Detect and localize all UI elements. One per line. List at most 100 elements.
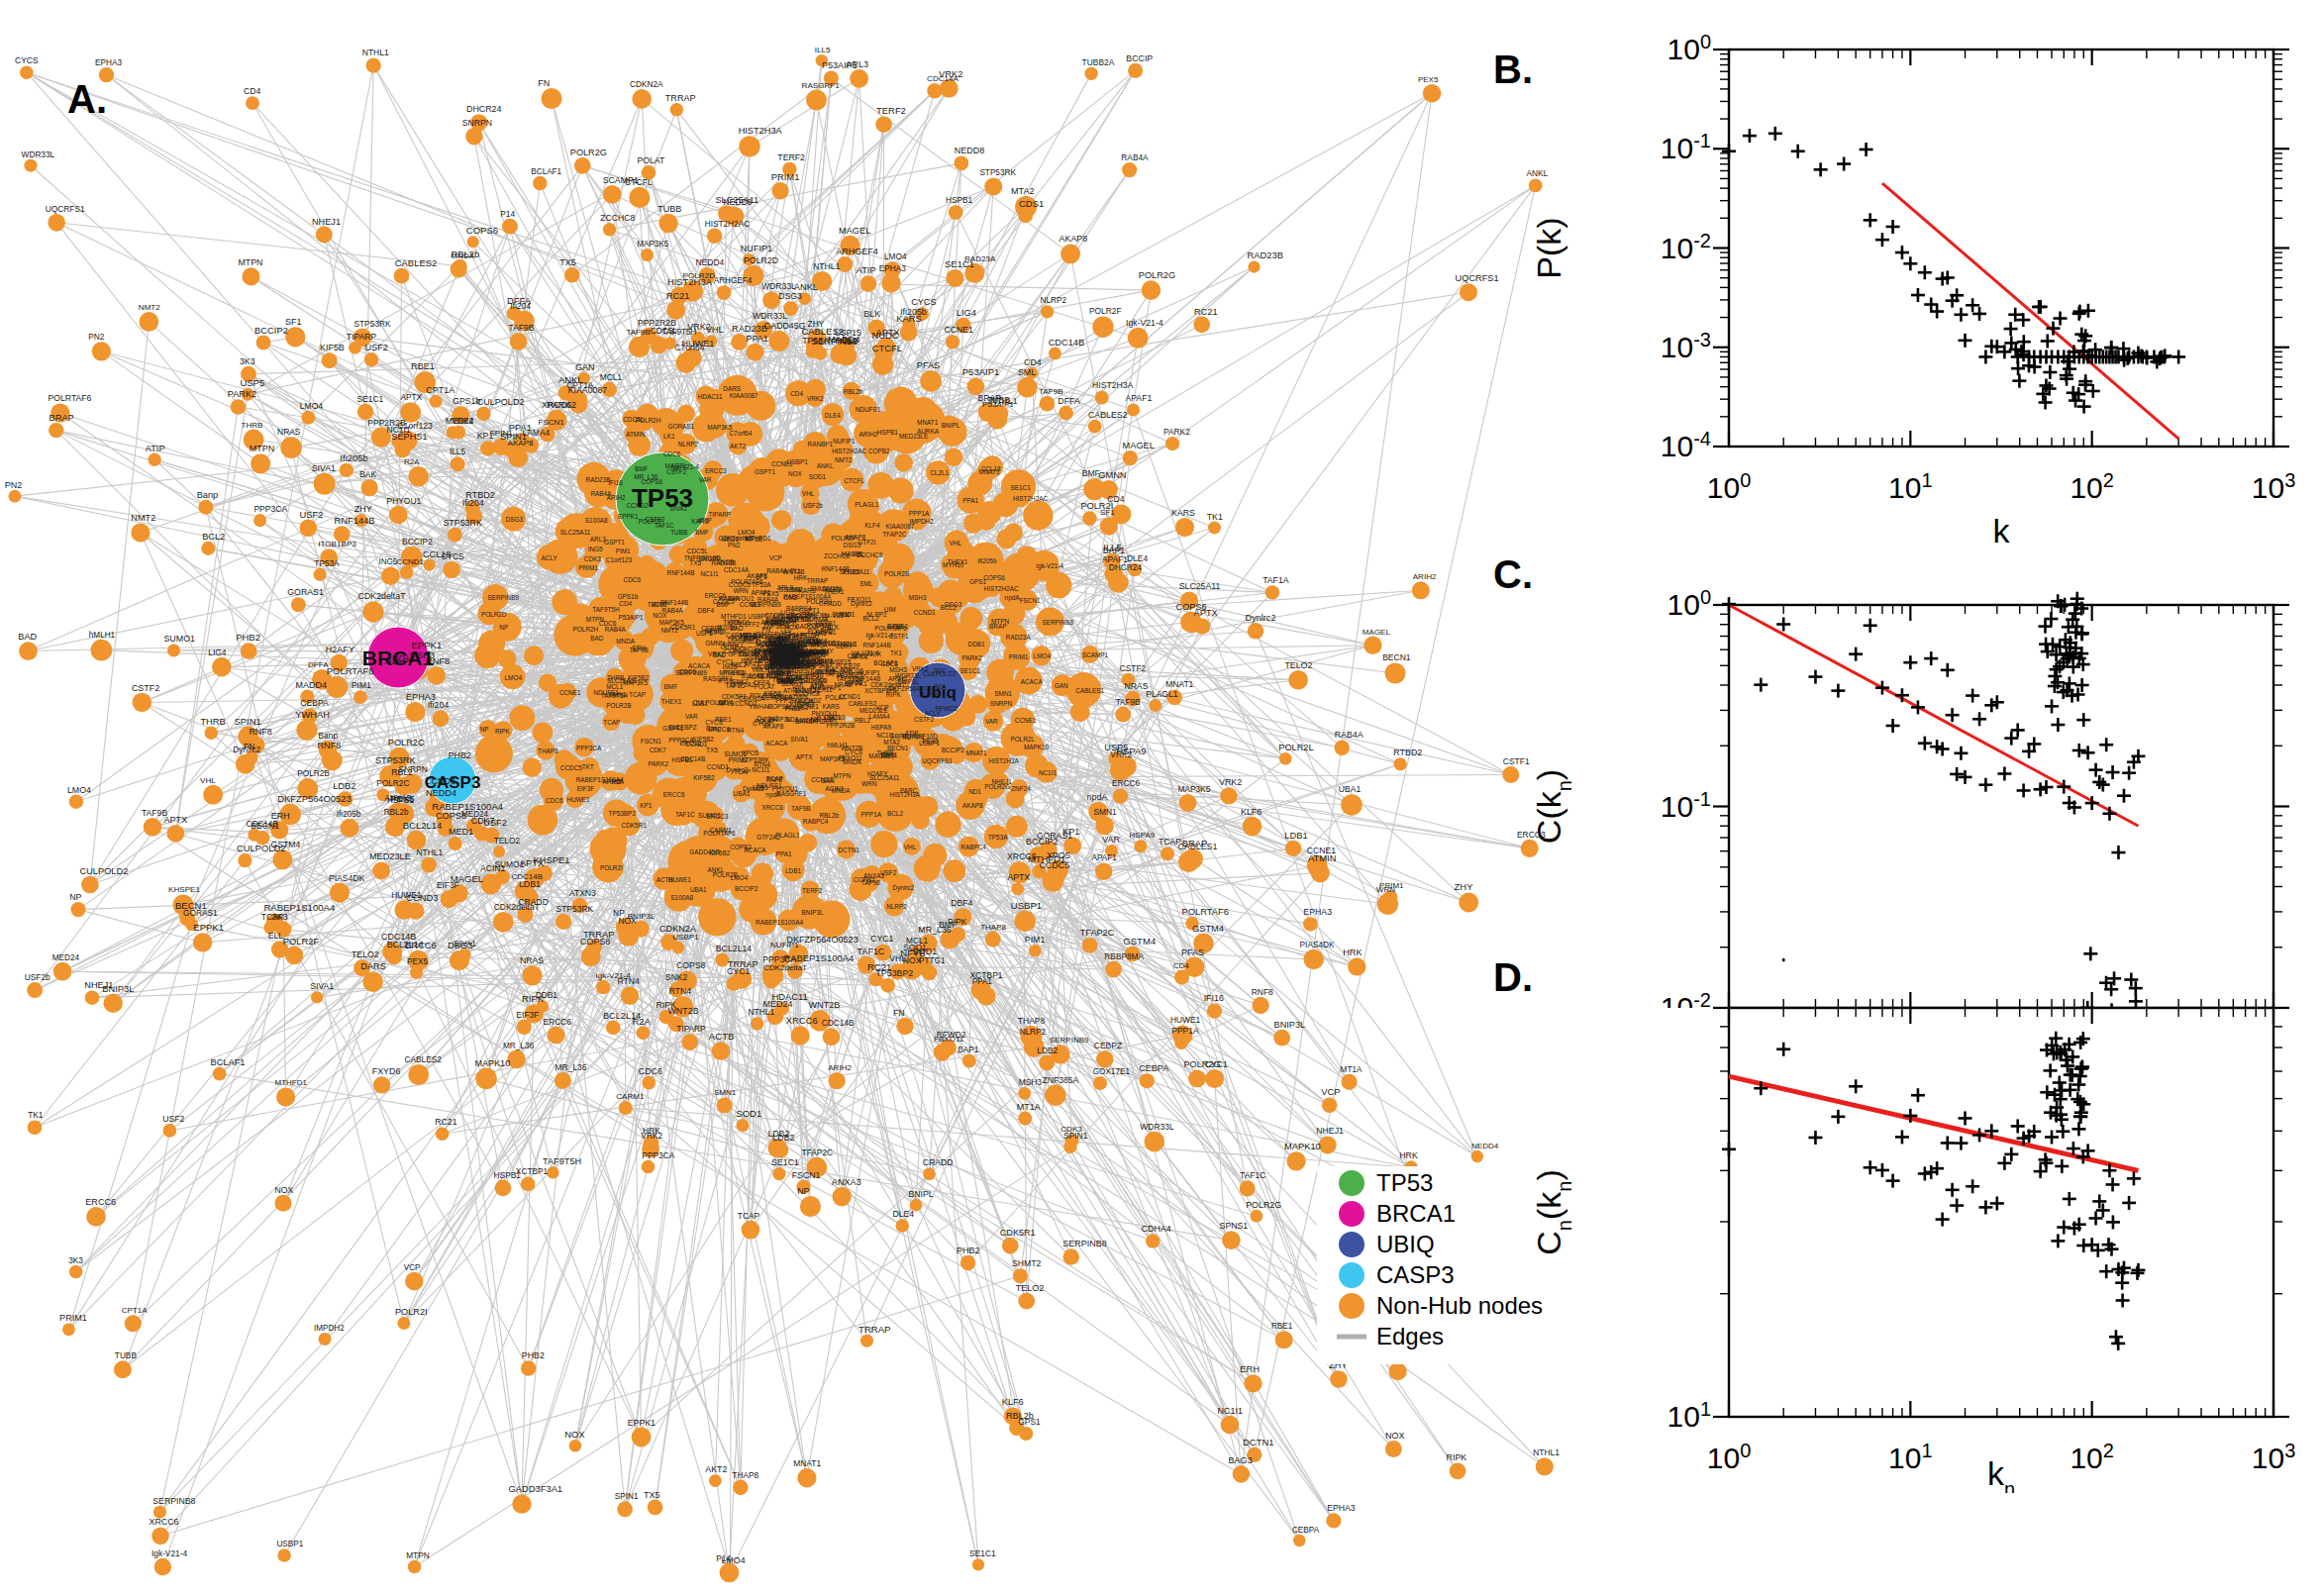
svg-text:Igk-V21-4: Igk-V21-4 xyxy=(1126,318,1163,328)
svg-text:PIM1: PIM1 xyxy=(352,680,371,690)
svg-text:BMF: BMF xyxy=(695,529,709,536)
svg-text:THAP8: THAP8 xyxy=(732,1470,758,1480)
svg-text:SPIN1: SPIN1 xyxy=(234,716,260,727)
svg-text:MTHFD1: MTHFD1 xyxy=(719,669,745,676)
svg-text:NOX: NOX xyxy=(719,699,734,706)
svg-text:CSTF2: CSTF2 xyxy=(1120,663,1147,673)
svg-text:CSTF1: CSTF1 xyxy=(888,633,909,640)
svg-text:VAR: VAR xyxy=(685,713,698,720)
svg-text:ND1: ND1 xyxy=(786,716,799,723)
svg-text:CDC6: CDC6 xyxy=(546,797,563,804)
svg-text:TCAP: TCAP xyxy=(734,768,751,775)
svg-text:SUMO1: SUMO1 xyxy=(698,812,721,819)
svg-text:CYCS: CYCS xyxy=(15,55,39,65)
svg-text:HIST2H3A: HIST2H3A xyxy=(739,126,783,136)
svg-text:CABLES2: CABLES2 xyxy=(405,1054,443,1064)
svg-text:CABLES1: CABLES1 xyxy=(1177,842,1217,851)
svg-text:DLE4: DLE4 xyxy=(825,412,841,419)
svg-text:CCND1: CCND1 xyxy=(707,763,729,770)
svg-text:SERPINB8: SERPINB8 xyxy=(152,1496,195,1506)
svg-text:HSPA9: HSPA9 xyxy=(1116,746,1146,756)
svg-text:CDC6: CDC6 xyxy=(639,1066,662,1076)
svg-text:ERCC6: ERCC6 xyxy=(663,791,685,798)
svg-text:Banp: Banp xyxy=(318,731,338,741)
svg-text:DSG3: DSG3 xyxy=(728,637,746,644)
svg-text:DARS: DARS xyxy=(360,961,385,971)
svg-text:HIST2H3A: HIST2H3A xyxy=(988,757,1019,764)
svg-text:CDC14A: CDC14A xyxy=(724,566,750,573)
svg-text:RAB4A: RAB4A xyxy=(605,626,627,633)
svg-text:CD4: CD4 xyxy=(1024,357,1042,367)
svg-text:POLR2D: POLR2D xyxy=(481,611,507,618)
svg-text:LMO4: LMO4 xyxy=(884,252,907,261)
svg-text:EIF3F: EIF3F xyxy=(437,880,459,890)
svg-text:BCLAF1: BCLAF1 xyxy=(531,167,561,176)
svg-text:ATMIN: ATMIN xyxy=(1308,853,1336,863)
svg-text:BRAP: BRAP xyxy=(50,413,74,423)
svg-text:COPS8: COPS8 xyxy=(676,960,706,970)
svg-text:RASGRF1: RASGRF1 xyxy=(802,81,841,90)
svg-text:KIF5B2: KIF5B2 xyxy=(693,774,715,781)
svg-text:POLR2D: POLR2D xyxy=(744,255,778,265)
svg-text:SPIN1: SPIN1 xyxy=(615,1492,639,1501)
svg-text:NOX: NOX xyxy=(903,955,922,965)
svg-text:MED23LE: MED23LE xyxy=(369,851,411,861)
svg-text:USF2: USF2 xyxy=(299,510,323,520)
svg-text:NEDD4: NEDD4 xyxy=(695,257,724,267)
svg-text:BMF: BMF xyxy=(1082,468,1100,478)
svg-text:MAP3K5: MAP3K5 xyxy=(637,240,669,249)
svg-text:TAF9T5H: TAF9T5H xyxy=(543,1156,581,1166)
svg-text:ERCC6: ERCC6 xyxy=(543,1017,571,1027)
svg-text:NMT2: NMT2 xyxy=(835,456,853,463)
svg-text:TAF1A: TAF1A xyxy=(1262,575,1289,585)
svg-text:POLR2C: POLR2C xyxy=(388,738,425,748)
svg-text:PEX5: PEX5 xyxy=(923,738,940,745)
svg-text:TRRAP: TRRAP xyxy=(858,1324,890,1335)
svg-text:SML: SML xyxy=(859,580,873,587)
svg-text:CSTF2: CSTF2 xyxy=(666,468,687,475)
svg-text:USF2: USF2 xyxy=(162,1114,184,1124)
svg-text:POLR2G: POLR2G xyxy=(1139,270,1175,280)
svg-text:SHMT2: SHMT2 xyxy=(1012,1258,1042,1268)
svg-text:CRADD: CRADD xyxy=(923,1157,954,1167)
svg-text:RBL2: RBL2 xyxy=(855,717,870,724)
svg-text:ERCC3: ERCC3 xyxy=(705,467,727,474)
svg-text:GPS1b: GPS1b xyxy=(453,396,480,406)
svg-text:KP1: KP1 xyxy=(477,431,494,441)
svg-text:ATXN3: ATXN3 xyxy=(569,888,596,898)
svg-text:ATIP: ATIP xyxy=(810,682,824,689)
svg-text:GMNN: GMNN xyxy=(1098,470,1126,480)
svg-text:CDK7: CDK7 xyxy=(650,747,666,753)
svg-text:KLF4: KLF4 xyxy=(864,522,880,529)
svg-text:CSTF2: CSTF2 xyxy=(132,683,159,693)
svg-text:ANKL: ANKL xyxy=(794,282,818,292)
svg-text:MSH3: MSH3 xyxy=(889,666,907,673)
svg-text:NP: NP xyxy=(613,908,625,918)
svg-text:PIM1: PIM1 xyxy=(616,548,631,554)
svg-text:PPA1: PPA1 xyxy=(962,497,978,504)
svg-text:COPS6: COPS6 xyxy=(1176,602,1207,612)
svg-text:POLR2G: POLR2G xyxy=(984,783,1010,790)
svg-text:HIST2H3A: HIST2H3A xyxy=(667,276,713,287)
svg-text:CL2L1: CL2L1 xyxy=(930,469,949,476)
svg-text:ANXA3: ANXA3 xyxy=(384,794,411,803)
svg-text:DLE4: DLE4 xyxy=(1127,553,1148,563)
svg-text:NUDC: NUDC xyxy=(871,330,898,341)
svg-text:WRN: WRN xyxy=(1376,885,1395,894)
svg-text:MAPK10: MAPK10 xyxy=(1024,744,1050,750)
svg-text:SML: SML xyxy=(1018,367,1036,377)
svg-text:GOX17E1: GOX17E1 xyxy=(1093,1067,1131,1076)
svg-text:TKT: TKT xyxy=(582,763,594,770)
svg-text:MED24: MED24 xyxy=(446,416,474,426)
svg-text:HSPB1: HSPB1 xyxy=(877,429,898,436)
svg-text:MAGEL: MAGEL xyxy=(1363,628,1391,637)
svg-text:PARK2: PARK2 xyxy=(1163,427,1190,437)
svg-text:LIG4: LIG4 xyxy=(208,648,227,657)
svg-text:STP53RK: STP53RK xyxy=(556,904,594,914)
svg-text:CDHA4: CDHA4 xyxy=(1142,1224,1171,1234)
svg-text:DSG3: DSG3 xyxy=(778,291,802,301)
svg-text:MED24: MED24 xyxy=(52,953,80,962)
svg-text:RIPK: RIPK xyxy=(656,1000,676,1010)
svg-text:CCNE1: CCNE1 xyxy=(559,689,581,696)
svg-text:TAF1C: TAF1C xyxy=(858,947,885,956)
